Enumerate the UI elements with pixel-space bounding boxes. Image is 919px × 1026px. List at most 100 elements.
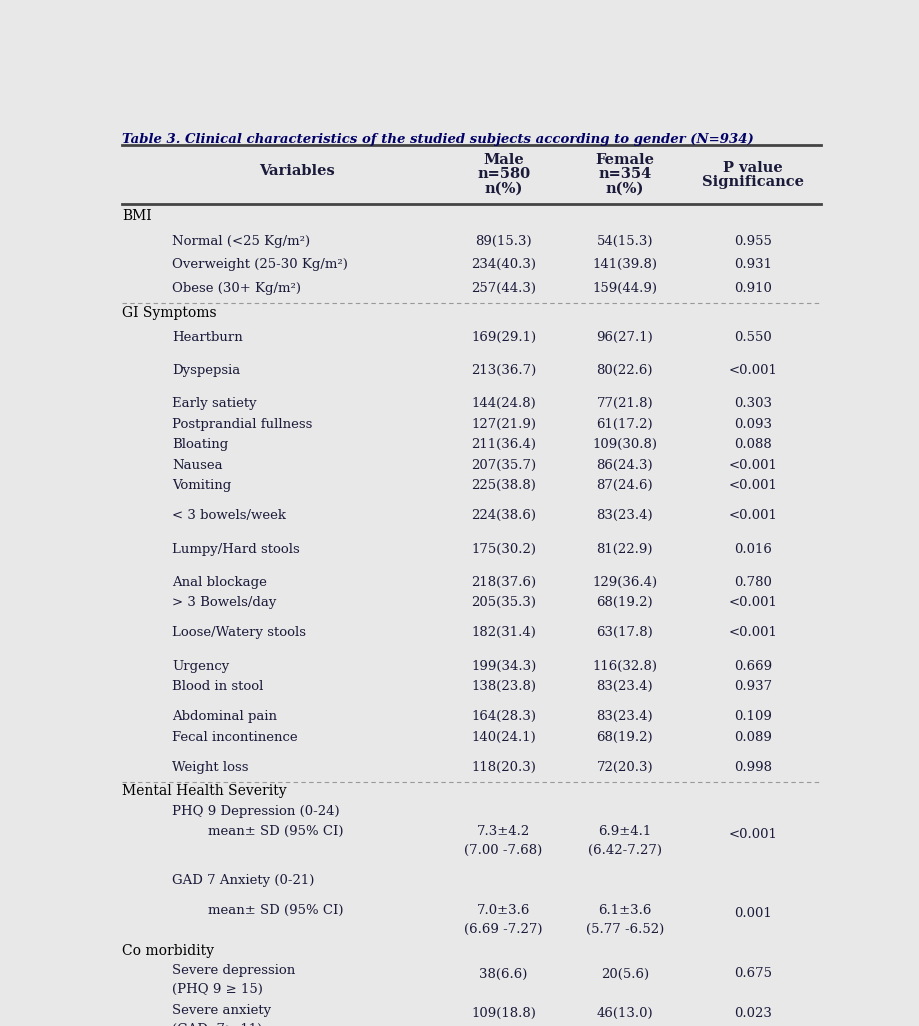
Text: 87(24.6): 87(24.6) — [596, 479, 652, 492]
Text: <0.001: <0.001 — [728, 596, 777, 609]
Text: 0.088: 0.088 — [733, 438, 771, 451]
Text: (GAD  7≥ 11): (GAD 7≥ 11) — [172, 1023, 262, 1026]
Text: 144(24.8): 144(24.8) — [471, 397, 536, 410]
Text: Obese (30+ Kg/m²): Obese (30+ Kg/m²) — [172, 282, 301, 294]
Text: 80(22.6): 80(22.6) — [596, 364, 652, 378]
Text: Vomiting: Vomiting — [172, 479, 231, 492]
Text: 211(36.4): 211(36.4) — [471, 438, 536, 451]
Text: 89(15.3): 89(15.3) — [475, 235, 531, 247]
Text: Co morbidity: Co morbidity — [122, 944, 214, 958]
Text: Table 3. Clinical characteristics of the studied subjects according to gender (N: Table 3. Clinical characteristics of the… — [122, 132, 753, 146]
Text: 38(6.6): 38(6.6) — [479, 968, 528, 981]
Text: Urgency: Urgency — [172, 660, 229, 673]
Text: 0.998: 0.998 — [733, 760, 771, 774]
Text: Severe depression: Severe depression — [172, 964, 295, 978]
Text: 118(20.3): 118(20.3) — [471, 760, 536, 774]
Text: 6.9±4.1: 6.9±4.1 — [597, 826, 651, 838]
Text: 109(30.8): 109(30.8) — [592, 438, 656, 451]
Text: 0.016: 0.016 — [733, 543, 771, 556]
Text: mean± SD (95% CI): mean± SD (95% CI) — [208, 905, 343, 917]
Text: 0.937: 0.937 — [733, 680, 771, 694]
Text: Significance: Significance — [701, 175, 803, 189]
Text: 83(23.4): 83(23.4) — [596, 680, 652, 694]
Text: 6.1±3.6: 6.1±3.6 — [597, 905, 651, 917]
Text: 81(22.9): 81(22.9) — [596, 543, 652, 556]
Text: 46(13.0): 46(13.0) — [596, 1007, 652, 1020]
Text: 169(29.1): 169(29.1) — [471, 331, 536, 344]
Text: Severe anxiety: Severe anxiety — [172, 1004, 271, 1017]
Text: 164(28.3): 164(28.3) — [471, 710, 536, 723]
Text: GAD 7 Anxiety (0-21): GAD 7 Anxiety (0-21) — [172, 874, 314, 887]
Text: (PHQ 9 ≥ 15): (PHQ 9 ≥ 15) — [172, 984, 263, 996]
Text: GI Symptoms: GI Symptoms — [122, 306, 217, 320]
Text: 182(31.4): 182(31.4) — [471, 626, 536, 639]
Text: 0.550: 0.550 — [733, 331, 771, 344]
Text: 61(17.2): 61(17.2) — [596, 418, 652, 431]
Text: n(%): n(%) — [484, 182, 522, 196]
Text: 0.303: 0.303 — [733, 397, 771, 410]
Text: <0.001: <0.001 — [728, 510, 777, 522]
Text: 83(23.4): 83(23.4) — [596, 510, 652, 522]
Text: <0.001: <0.001 — [728, 479, 777, 492]
Text: (6.69 -7.27): (6.69 -7.27) — [464, 923, 542, 937]
Text: Abdominal pain: Abdominal pain — [172, 710, 277, 723]
Text: 68(19.2): 68(19.2) — [596, 731, 652, 744]
Text: 116(32.8): 116(32.8) — [592, 660, 656, 673]
Text: < 3 bowels/week: < 3 bowels/week — [172, 510, 286, 522]
Text: Lumpy/Hard stools: Lumpy/Hard stools — [172, 543, 300, 556]
Text: n=580: n=580 — [477, 167, 529, 182]
Text: 218(37.6): 218(37.6) — [471, 576, 536, 589]
Text: 159(44.9): 159(44.9) — [592, 282, 656, 294]
Text: Blood in stool: Blood in stool — [172, 680, 263, 694]
Text: 129(36.4): 129(36.4) — [592, 576, 657, 589]
Text: (7.00 -7.68): (7.00 -7.68) — [464, 844, 542, 858]
Text: Normal (<25 Kg/m²): Normal (<25 Kg/m²) — [172, 235, 310, 247]
Text: Female: Female — [595, 153, 653, 167]
Text: 96(27.1): 96(27.1) — [596, 331, 652, 344]
Text: Mental Health Severity: Mental Health Severity — [122, 784, 287, 798]
Text: <0.001: <0.001 — [728, 626, 777, 639]
Text: 138(23.8): 138(23.8) — [471, 680, 536, 694]
Text: Anal blockage: Anal blockage — [172, 576, 267, 589]
Text: > 3 Bowels/day: > 3 Bowels/day — [172, 596, 276, 609]
Text: Male: Male — [482, 153, 524, 167]
Text: P value: P value — [722, 161, 782, 175]
Text: 0.780: 0.780 — [733, 576, 771, 589]
Text: 224(38.6): 224(38.6) — [471, 510, 536, 522]
Text: 109(18.8): 109(18.8) — [471, 1007, 536, 1020]
Text: 20(5.6): 20(5.6) — [600, 968, 648, 981]
Text: 0.089: 0.089 — [733, 731, 771, 744]
Text: BMI: BMI — [122, 209, 152, 224]
Text: Dyspepsia: Dyspepsia — [172, 364, 240, 378]
Text: 0.910: 0.910 — [733, 282, 771, 294]
Text: 68(19.2): 68(19.2) — [596, 596, 652, 609]
Text: 86(24.3): 86(24.3) — [596, 459, 652, 472]
Text: 175(30.2): 175(30.2) — [471, 543, 536, 556]
Text: 0.675: 0.675 — [733, 968, 771, 981]
Text: <0.001: <0.001 — [728, 364, 777, 378]
Text: n=354: n=354 — [597, 167, 651, 182]
Text: (6.42-7.27): (6.42-7.27) — [587, 844, 661, 858]
Text: Nausea: Nausea — [172, 459, 222, 472]
Text: 83(23.4): 83(23.4) — [596, 710, 652, 723]
Text: 127(21.9): 127(21.9) — [471, 418, 536, 431]
Text: 63(17.8): 63(17.8) — [596, 626, 652, 639]
Text: 257(44.3): 257(44.3) — [471, 282, 536, 294]
Text: n(%): n(%) — [605, 182, 643, 196]
Text: 0.931: 0.931 — [733, 259, 771, 271]
Text: 207(35.7): 207(35.7) — [471, 459, 536, 472]
Text: 205(35.3): 205(35.3) — [471, 596, 536, 609]
Text: 141(39.8): 141(39.8) — [592, 259, 656, 271]
Text: Weight loss: Weight loss — [172, 760, 248, 774]
Text: 213(36.7): 213(36.7) — [471, 364, 536, 378]
Text: <0.001: <0.001 — [728, 828, 777, 841]
Text: Heartburn: Heartburn — [172, 331, 243, 344]
Text: 0.093: 0.093 — [733, 418, 771, 431]
Text: 7.3±4.2: 7.3±4.2 — [476, 826, 529, 838]
Text: 72(20.3): 72(20.3) — [596, 760, 652, 774]
Text: 0.669: 0.669 — [733, 660, 771, 673]
Text: 140(24.1): 140(24.1) — [471, 731, 536, 744]
Text: Postprandial fullness: Postprandial fullness — [172, 418, 312, 431]
Text: 0.023: 0.023 — [733, 1007, 771, 1020]
Text: (5.77 -6.52): (5.77 -6.52) — [585, 923, 664, 937]
